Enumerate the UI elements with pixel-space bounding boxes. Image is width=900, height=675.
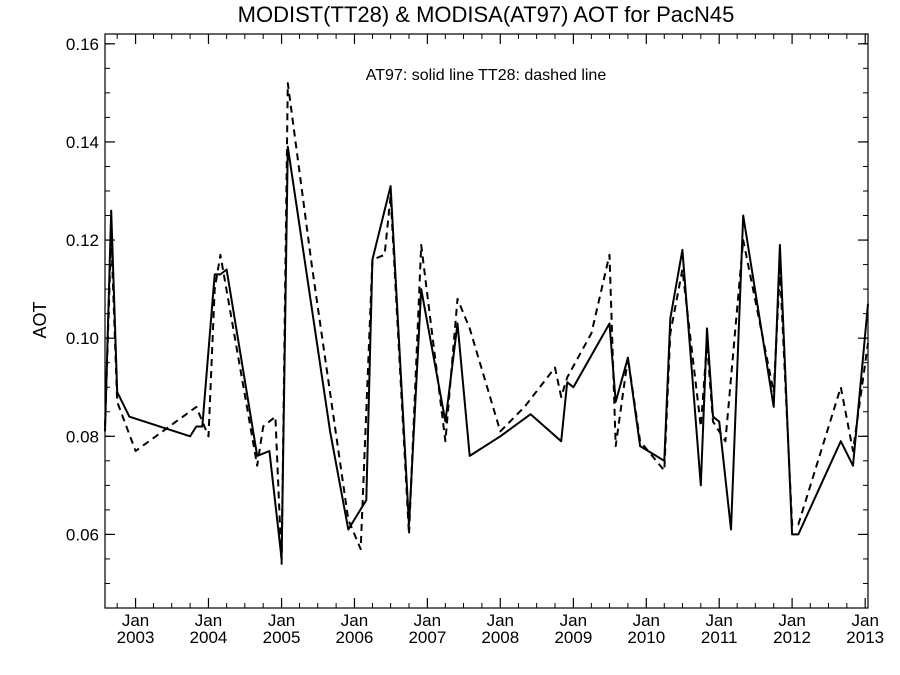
y-tick-label: 0.12 (66, 231, 99, 250)
y-tick-label: 0.06 (66, 525, 99, 544)
x-tick-year-label: 2010 (627, 628, 665, 647)
x-tick-year-label: 2004 (190, 628, 228, 647)
x-tick-month-label: Jan (778, 611, 805, 630)
x-tick-month-label: Jan (487, 611, 514, 630)
x-tick-month-label: Jan (560, 611, 587, 630)
x-tick-month-label: Jan (268, 611, 295, 630)
x-tick-month-label: Jan (414, 611, 441, 630)
x-tick-month-label: Jan (195, 611, 222, 630)
y-tick-label: 0.10 (66, 329, 99, 348)
chart-title: MODIST(TT28) & MODISA(AT97) AOT for PacN… (238, 2, 735, 27)
y-axis: 0.06 0.08 0.10 0.12 0.14 0.16 (66, 35, 868, 609)
y-tick-label: 0.08 (66, 427, 99, 446)
line-style-annotation: AT97: solid line TT28: dashed line (366, 67, 607, 84)
x-tick-month-label: Jan (633, 611, 660, 630)
x-tick-month-label: Jan (122, 611, 149, 630)
plot-frame (104, 33, 869, 609)
x-tick-year-label: 2009 (554, 628, 592, 647)
x-tick-year-label: 2007 (408, 628, 446, 647)
series-layer (104, 82, 869, 565)
x-axis: Jan2003Jan2004Jan2005Jan2006Jan2007Jan20… (117, 34, 884, 647)
x-tick-year-label: 2008 (481, 628, 519, 647)
x-tick-month-label: Jan (341, 611, 368, 630)
y-tick-label: 0.16 (66, 35, 99, 54)
x-tick-year-label: 2012 (773, 628, 811, 647)
y-axis-label: AOT (30, 301, 50, 338)
x-tick-month-label: Jan (851, 611, 878, 630)
y-tick-label: 0.14 (66, 133, 99, 152)
x-tick-year-label: 2005 (263, 628, 301, 647)
x-tick-month-label: Jan (705, 611, 732, 630)
x-tick-year-label: 2013 (846, 628, 884, 647)
series-line-tt28 (104, 82, 869, 565)
x-tick-year-label: 2011 (701, 628, 738, 647)
x-tick-year-label: 2003 (117, 628, 155, 647)
series-line-at97 (104, 145, 869, 560)
x-tick-year-label: 2006 (336, 628, 374, 647)
